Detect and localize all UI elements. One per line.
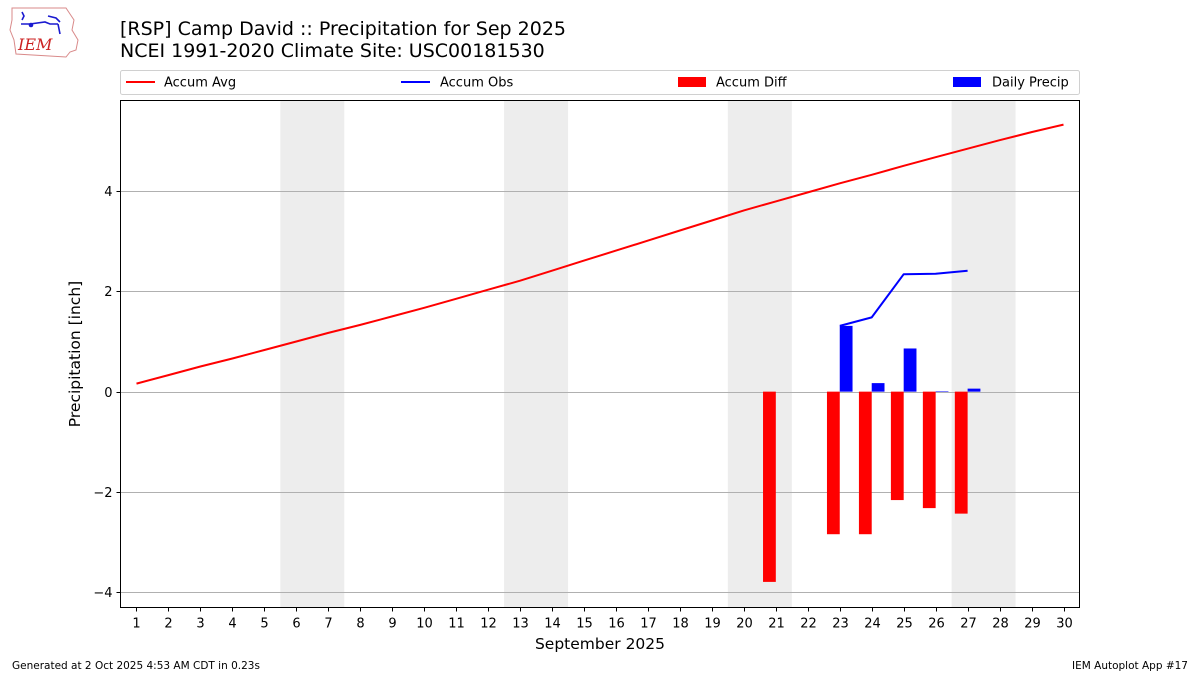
legend-accum-avg-label: Accum Avg bbox=[164, 76, 236, 91]
x-tick-label: 5 bbox=[260, 617, 268, 632]
accum-diff-bar bbox=[954, 391, 968, 514]
y-tick-label: 2 bbox=[104, 285, 112, 300]
x-tick-label: 12 bbox=[480, 617, 497, 632]
x-tick-label: 13 bbox=[512, 617, 529, 632]
x-tick-label: 16 bbox=[608, 617, 625, 632]
x-tick-label: 7 bbox=[324, 617, 332, 632]
bars bbox=[763, 325, 981, 582]
x-tick-label: 19 bbox=[704, 617, 721, 632]
x-tick-label: 9 bbox=[388, 617, 396, 632]
x-tick-label: 2 bbox=[164, 617, 172, 632]
x-tick-label: 29 bbox=[1024, 617, 1041, 632]
x-tick-label: 30 bbox=[1056, 617, 1073, 632]
x-tick-label: 20 bbox=[736, 617, 753, 632]
x-tick-label: 4 bbox=[228, 617, 236, 632]
accum-diff-bar bbox=[890, 391, 904, 501]
x-tick-label: 18 bbox=[672, 617, 689, 632]
x-tick-label: 8 bbox=[356, 617, 364, 632]
x-tick-label: 10 bbox=[416, 617, 433, 632]
weekend-band bbox=[280, 100, 345, 608]
x-tick-label: 3 bbox=[196, 617, 204, 632]
weekend-band bbox=[504, 100, 569, 608]
accum-obs-line bbox=[839, 269, 968, 327]
x-tick-label: 14 bbox=[544, 617, 561, 632]
chart-subtitle: NCEI 1991-2020 Climate Site: USC00181530 bbox=[120, 40, 545, 62]
x-axis-label: September 2025 bbox=[535, 635, 665, 653]
daily-precip-bar bbox=[871, 383, 885, 392]
legend-accum-diff-label: Accum Diff bbox=[716, 76, 788, 91]
logo-text: IEM bbox=[17, 35, 53, 54]
x-axis-ticks: 1 2 3 4 5 6 7 8 9 10 11 12 13 14 15 16 17 18 19 20 21 22 23 24 2… bbox=[132, 607, 1073, 632]
x-tick-label: 6 bbox=[292, 617, 300, 632]
accum-diff-bar bbox=[826, 391, 840, 535]
x-tick-label: 11 bbox=[448, 617, 465, 632]
chart-title: [RSP] Camp David :: Precipitation for Se… bbox=[120, 18, 566, 40]
y-tick-label: 4 bbox=[104, 185, 112, 200]
x-tick-label: 23 bbox=[832, 617, 849, 632]
y-tick-label: −2 bbox=[93, 486, 112, 501]
legend-frame bbox=[120, 70, 1080, 95]
weekend-band bbox=[951, 100, 1016, 608]
legend-daily-precip-label: Daily Precip bbox=[992, 76, 1069, 91]
x-tick-label: 22 bbox=[800, 617, 817, 632]
footer-generated: Generated at 2 Oct 2025 4:53 AM CDT in 0… bbox=[12, 660, 260, 672]
y-tick-label: −4 bbox=[93, 586, 112, 601]
lines bbox=[136, 123, 1064, 385]
x-tick-label: 24 bbox=[864, 617, 881, 632]
accum-diff-bar bbox=[922, 391, 936, 509]
daily-precip-bar bbox=[935, 391, 949, 392]
footer-app: IEM Autoplot App #17 bbox=[1072, 660, 1188, 672]
iem-logo: IEM bbox=[9, 7, 79, 58]
x-tick-label: 17 bbox=[640, 617, 657, 632]
x-tick-label: 28 bbox=[992, 617, 1009, 632]
y-axis-label: Precipitation [inch] bbox=[66, 281, 84, 427]
legend-daily-precip-swatch bbox=[953, 77, 981, 87]
daily-precip-bar bbox=[903, 348, 917, 392]
x-tick-label: 15 bbox=[576, 617, 593, 632]
x-tick-label: 1 bbox=[132, 617, 140, 632]
y-tick-label: 0 bbox=[104, 386, 112, 401]
legend-accum-obs-label: Accum Obs bbox=[440, 76, 513, 91]
weekend-shading bbox=[280, 100, 1016, 608]
x-tick-label: 26 bbox=[928, 617, 945, 632]
accum-diff-bar bbox=[763, 391, 776, 582]
daily-precip-bar bbox=[967, 388, 981, 392]
plot-frame bbox=[120, 100, 1080, 608]
accum-diff-bar bbox=[858, 391, 872, 535]
legend-accum-diff-swatch bbox=[678, 77, 706, 87]
y-axis-ticks: −4 −2 0 2 4 bbox=[93, 185, 121, 601]
weekend-band bbox=[727, 100, 792, 608]
x-tick-label: 21 bbox=[768, 617, 785, 632]
x-tick-label: 27 bbox=[960, 617, 977, 632]
x-tick-label: 25 bbox=[896, 617, 913, 632]
legend: Accum Avg Accum Obs Accum Diff Daily Pre… bbox=[120, 70, 1080, 95]
grid-lines bbox=[120, 191, 1080, 593]
daily-precip-bar bbox=[839, 325, 853, 392]
accum-avg-line bbox=[136, 123, 1064, 385]
